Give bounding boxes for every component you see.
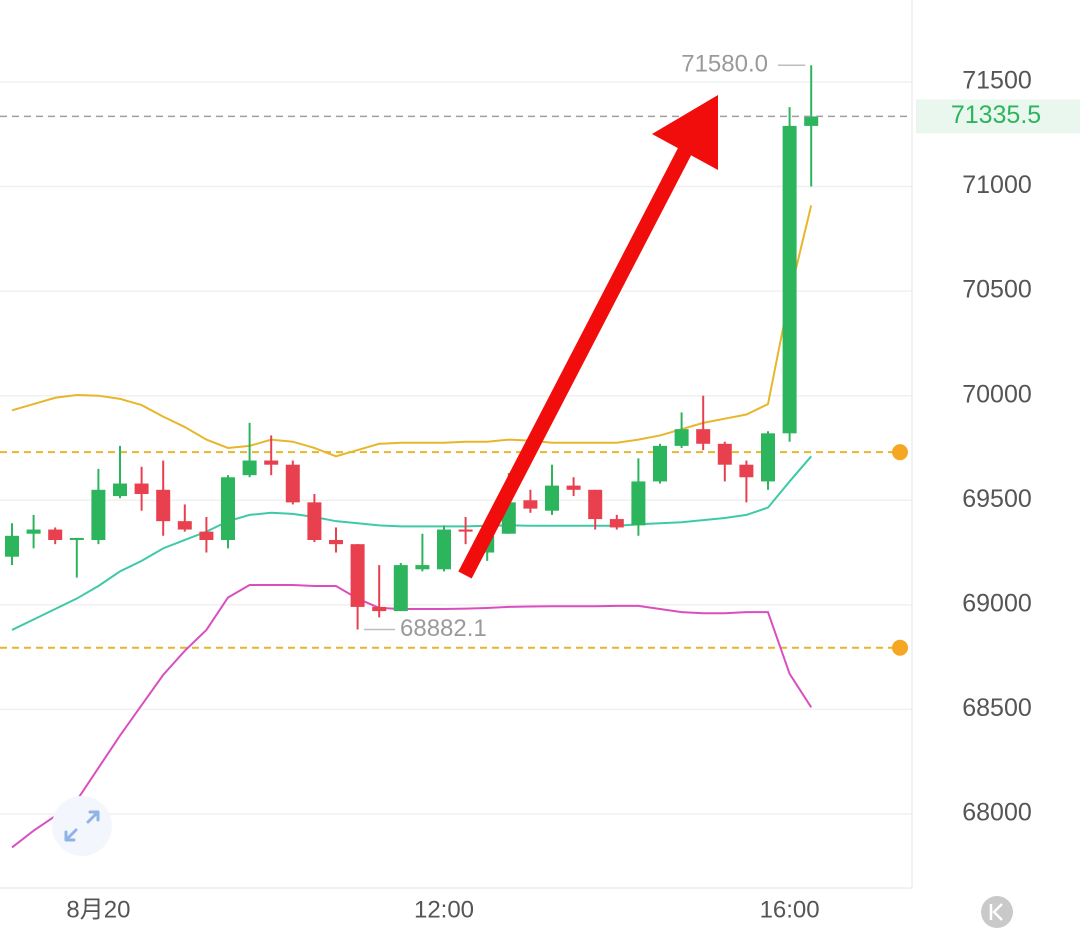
candle-body xyxy=(26,529,41,534)
y-tick-label: 70500 xyxy=(962,276,1032,304)
candle-body xyxy=(48,529,63,540)
candle-body xyxy=(609,519,624,528)
candle-body xyxy=(329,539,343,545)
candle-body xyxy=(134,483,149,494)
red-arrow xyxy=(458,95,718,579)
last-price-box xyxy=(916,99,1080,134)
candle-body xyxy=(156,489,171,522)
candle-body xyxy=(113,483,127,497)
candle-body xyxy=(372,606,387,612)
min-marker-label: 68882.1 xyxy=(400,615,487,642)
kline-bg[interactable] xyxy=(981,896,1013,928)
x-tick-label: 12:00 xyxy=(414,896,474,923)
y-tick-label: 69500 xyxy=(962,485,1032,513)
candle-body xyxy=(458,529,473,532)
arrow-shaft xyxy=(458,141,695,579)
candle-body xyxy=(523,500,538,509)
last-price-label: 71335.5 xyxy=(951,101,1041,129)
x-tick-label: 16:00 xyxy=(760,896,820,923)
candle-body xyxy=(588,489,603,520)
candle-body xyxy=(177,521,192,530)
candle-body xyxy=(804,116,819,126)
candle-body xyxy=(717,443,732,465)
candle-body xyxy=(782,125,797,434)
candle-body xyxy=(653,445,667,482)
expand-button[interactable] xyxy=(52,796,112,856)
candle-body xyxy=(393,565,408,612)
candle-body xyxy=(285,464,300,503)
candle-body xyxy=(415,565,430,570)
band-line xyxy=(11,583,813,849)
candle-body xyxy=(739,464,754,478)
candle-body xyxy=(264,460,279,465)
candle-body xyxy=(437,529,451,570)
y-tick-label: 70000 xyxy=(962,380,1032,408)
candle-body xyxy=(631,481,646,526)
candle-body xyxy=(350,544,365,607)
kline-icon[interactable] xyxy=(989,903,1003,921)
arrow-head xyxy=(652,95,718,170)
candle-body xyxy=(761,433,775,482)
price-line-dot xyxy=(892,639,908,656)
candle-body xyxy=(91,489,106,540)
candle-body xyxy=(674,429,689,446)
candle-body xyxy=(221,477,235,540)
kline-button[interactable] xyxy=(981,896,1013,928)
price-line-dot xyxy=(892,444,908,461)
expand-bg[interactable] xyxy=(52,796,112,856)
grid xyxy=(0,81,912,815)
y-tick-label: 68500 xyxy=(962,694,1032,722)
band-line xyxy=(11,455,812,631)
candle-body xyxy=(566,485,581,490)
y-tick-label: 71500 xyxy=(962,67,1032,95)
candle-body xyxy=(242,460,257,476)
max-marker-label: 71580.0 xyxy=(681,51,768,78)
y-tick-label: 71000 xyxy=(962,171,1032,199)
candle-body xyxy=(307,502,322,540)
candle-body xyxy=(199,531,214,540)
expand-icon[interactable] xyxy=(64,810,100,842)
candle-body xyxy=(696,429,711,444)
candle-body xyxy=(69,537,84,540)
x-tick-label: 8月20 xyxy=(66,896,130,923)
y-tick-label: 69000 xyxy=(962,589,1032,617)
y-tick-label: 68000 xyxy=(962,799,1032,827)
candle-body xyxy=(545,485,559,511)
plot xyxy=(0,64,912,849)
candle-body xyxy=(5,535,19,557)
